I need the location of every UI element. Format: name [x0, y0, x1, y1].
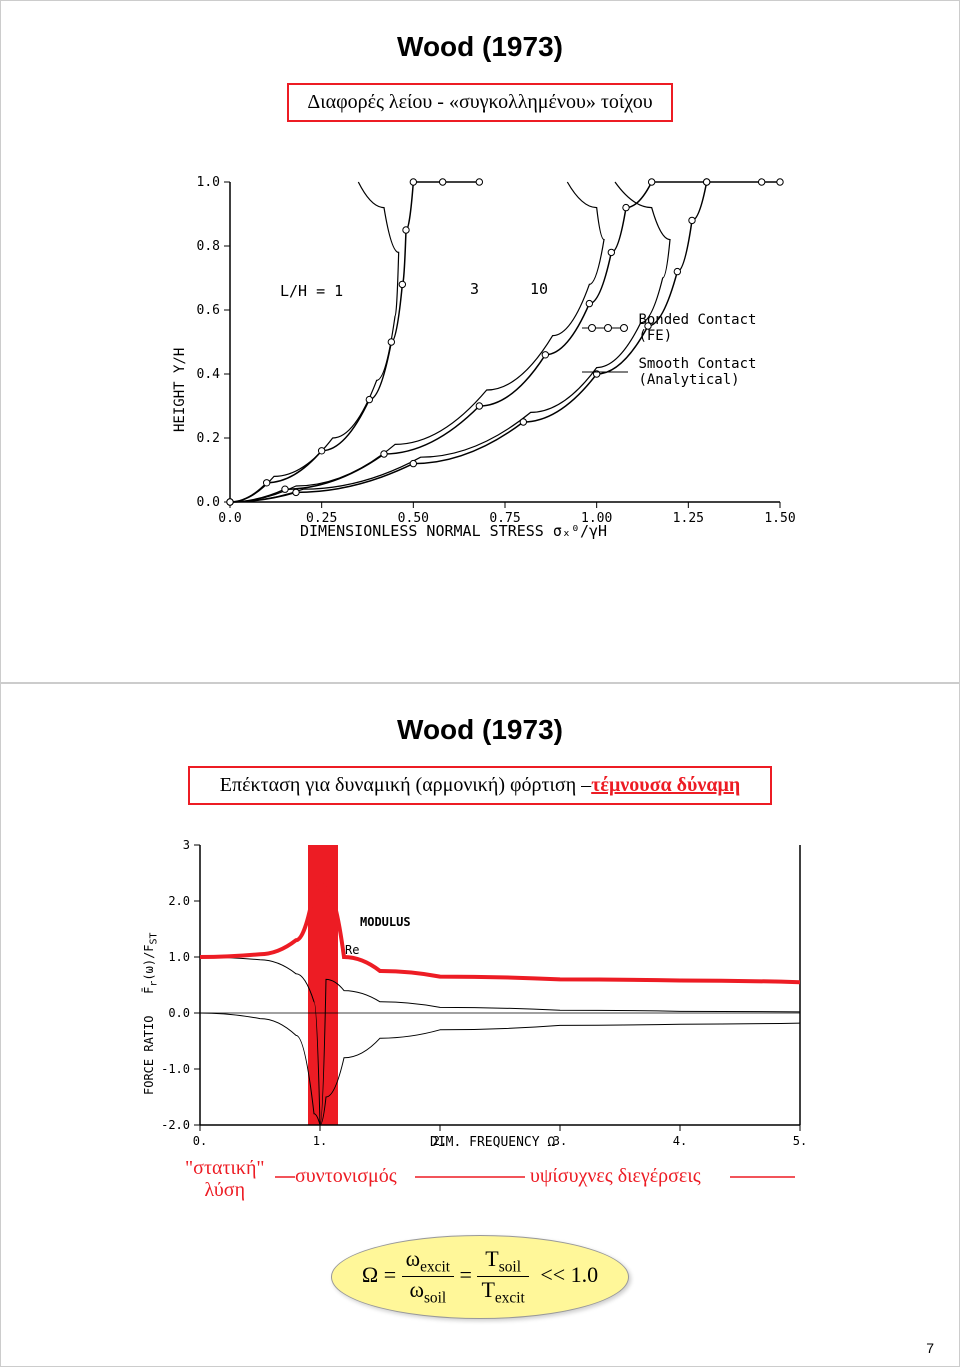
svg-text:1.50: 1.50 [764, 511, 795, 526]
chart1-lh3-label: 3 [470, 280, 479, 298]
slide1-caption: Διαφορές λείου - «συγκολλημένου» τοίχου [307, 91, 652, 113]
formula-eq2: = [460, 1262, 478, 1287]
svg-text:0.4: 0.4 [197, 367, 221, 382]
slide2-title: Wood (1973) [31, 714, 929, 746]
chart1-legend: Bonded Contact(FE) Smooth Contact(Analyt… [580, 312, 756, 388]
slide-2: Wood (1973) Επέκταση για δυναμική (αρμον… [0, 683, 960, 1367]
legend-smooth-l1: Smooth Contact(Analytical) [638, 356, 756, 388]
svg-text:0.8: 0.8 [197, 239, 220, 254]
svg-text:3: 3 [183, 838, 190, 852]
svg-text:1.0: 1.0 [197, 175, 220, 190]
legend-bonded-l1: Bonded Contact(FE) [638, 312, 756, 344]
svg-text:1.0: 1.0 [168, 950, 190, 964]
formula-frac2: Tsoil Texcit [477, 1246, 528, 1308]
svg-text:4.: 4. [673, 1134, 687, 1148]
chart2-ylabel: FORCE RATIO F̄r(ω)/FST [142, 932, 159, 1095]
svg-text:1.25: 1.25 [673, 511, 704, 526]
chart2-svg: 0.1.2.3.4.5.-2.0-1.00.01.02.03 [130, 825, 830, 1165]
chart1-lh1-label: L/H = 1 [280, 282, 343, 300]
annot-static: "στατική"λύση [185, 1157, 265, 1201]
slide2-caption-box: Επέκταση για δυναμική (αρμονική) φόρτιση… [188, 766, 772, 805]
slide1-title: Wood (1973) [31, 31, 929, 63]
slide-1: Wood (1973) Διαφορές λείου - «συγκολλημέ… [0, 0, 960, 683]
legend-bonded: Bonded Contact(FE) [580, 312, 756, 344]
svg-text:0.6: 0.6 [197, 303, 220, 318]
chart1: 0.00.250.500.751.001.251.500.00.20.40.60… [160, 152, 800, 552]
formula-tail: << 1.0 [540, 1262, 598, 1287]
chart1-lh10-label: 10 [530, 280, 548, 298]
svg-text:0.0: 0.0 [218, 511, 241, 526]
annot-resonance: συντονισμός [295, 1165, 397, 1188]
chart1-ylabel: HEIGHT Y/H [172, 348, 188, 432]
slide2-caption-main: Επέκταση για δυναμική (αρμονική) φόρτιση… [220, 774, 591, 796]
svg-text:0.2: 0.2 [197, 431, 220, 446]
formula-omega: Ω [362, 1262, 378, 1287]
chart2: 0.1.2.3.4.5.-2.0-1.00.01.02.03 FORCE RAT… [130, 825, 830, 1165]
chart2-modulus-label: MODULUS [360, 915, 411, 929]
svg-text:-1.0: -1.0 [161, 1062, 190, 1076]
formula-frac1: ωexcit ωsoil [402, 1246, 454, 1308]
chart1-xlabel: DIMENSIONLESS NORMAL STRESS σₓ⁰/γH [300, 522, 607, 540]
svg-text:2.0: 2.0 [168, 894, 190, 908]
chart2-re-label: Re [345, 943, 359, 957]
svg-text:0.0: 0.0 [168, 1006, 190, 1020]
formula-eq1: = [384, 1262, 402, 1287]
svg-text:1.: 1. [313, 1134, 327, 1148]
svg-text:0.: 0. [193, 1134, 207, 1148]
svg-text:-2.0: -2.0 [161, 1118, 190, 1132]
slide1-caption-box: Διαφορές λείου - «συγκολλημένου» τοίχου [287, 83, 672, 122]
svg-text:0.0: 0.0 [197, 495, 220, 510]
legend-smooth: Smooth Contact(Analytical) [580, 356, 756, 388]
annot-highfreq: υψίσυχνες διεγέρσεις [530, 1165, 701, 1188]
formula-wrap: Ω = ωexcit ωsoil = Tsoil Texcit << 1.0 [31, 1235, 929, 1319]
slide2-caption-emph: τέμνουσα δύναμη [591, 774, 740, 796]
svg-text:5.: 5. [793, 1134, 807, 1148]
chart2-xlabel: DIM. FREQUENCY Ω [430, 1135, 555, 1150]
formula-box: Ω = ωexcit ωsoil = Tsoil Texcit << 1.0 [331, 1235, 629, 1319]
page-number: 7 [926, 1340, 934, 1356]
chart2-annotations: "στατική"λύση συντονισμός υψίσυχνες διεγ… [130, 1165, 830, 1215]
